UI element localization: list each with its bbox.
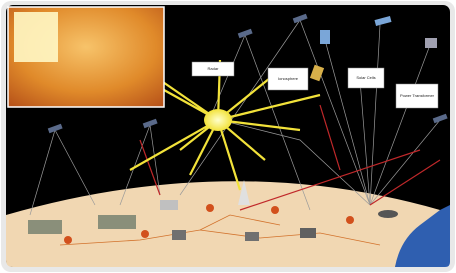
label: Ionosphere — [278, 76, 299, 81]
sun-legend — [14, 12, 58, 62]
label: Radar — [208, 66, 220, 71]
label: Solar Cells — [356, 75, 375, 80]
label: Power Transformer — [400, 93, 435, 98]
flare — [204, 109, 232, 131]
diagram: Radar Ionosphere Solar Cells Power Trans… — [0, 0, 456, 273]
page: {"diagram": {"labels": ["Radar", "Ionosp… — [0, 0, 456, 273]
